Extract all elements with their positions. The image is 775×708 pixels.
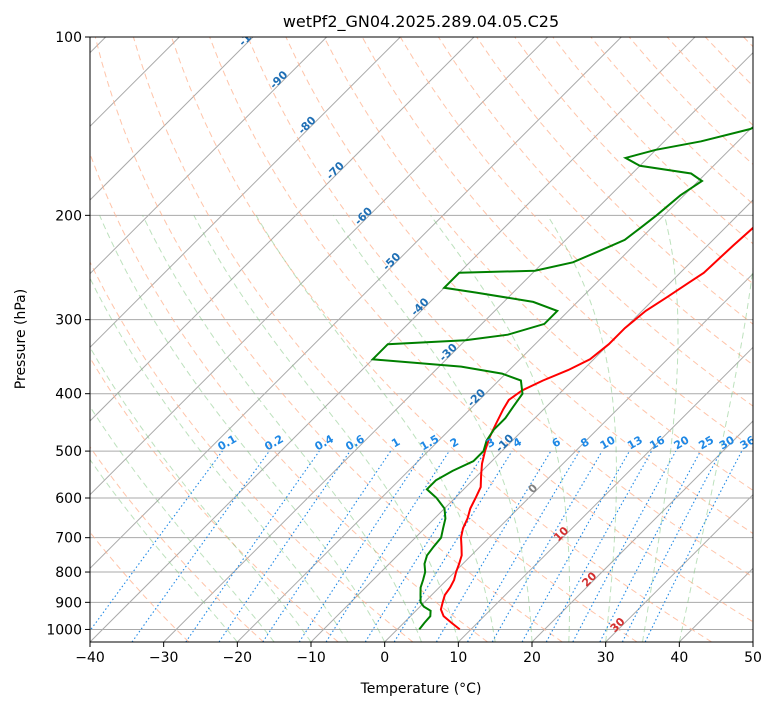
dry-adiabat <box>323 37 753 491</box>
isotherm-line <box>90 37 622 570</box>
chart-title: wetPf2_GN04.2025.289.04.05.C25 <box>283 12 559 32</box>
y-tick-label: 1000 <box>46 622 82 638</box>
warm-isotherm-label: 40 <box>636 660 656 680</box>
mixing-ratio-label: 36 <box>738 433 758 452</box>
y-tick-label: 900 <box>55 595 82 611</box>
dry-adiabat <box>90 356 339 642</box>
isotherm-line <box>752 641 753 642</box>
dry-adiabat <box>90 446 264 642</box>
moist-adiabat <box>547 215 617 642</box>
moist-adiabat <box>678 264 753 642</box>
mixing-ratio-line <box>185 450 320 642</box>
mixing-ratio-line <box>325 450 450 642</box>
mixing-ratio-line <box>298 450 425 642</box>
isotherm-line <box>90 37 254 201</box>
x-tick-label: −40 <box>75 650 105 666</box>
isotherm-label: -100 <box>236 20 265 49</box>
profile-layer <box>370 126 753 631</box>
dry-adiabat <box>285 37 753 535</box>
moist-adiabat <box>332 215 533 642</box>
x-tick-label: −20 <box>223 650 253 666</box>
dry-adiabat <box>476 37 753 325</box>
dry-adiabats-layer <box>90 37 753 642</box>
y-tick-label: 100 <box>55 30 82 46</box>
x-tick-label: 30 <box>597 650 615 666</box>
mixing-ratio-line <box>262 450 392 642</box>
dry-adiabat <box>514 37 753 285</box>
dry-adiabat <box>90 260 414 642</box>
moist-adiabat <box>99 215 386 642</box>
x-tick-label: 10 <box>449 650 467 666</box>
dry-adiabat <box>94 37 563 642</box>
dry-adiabat <box>171 37 712 642</box>
y-tick-label: 400 <box>55 387 82 403</box>
mixing-ratio-line <box>393 450 513 642</box>
isotherm-line <box>90 37 475 422</box>
moist-adiabat <box>430 215 571 642</box>
moist-adiabat <box>90 458 238 642</box>
isotherm-line <box>531 420 753 642</box>
moist-adiabat <box>142 215 422 642</box>
moist-adiabat <box>90 405 275 642</box>
isotherm-line <box>605 493 753 642</box>
moist-adiabat <box>193 215 459 642</box>
y-axis-title: Pressure (hPa) <box>13 289 29 389</box>
mixing-ratio-layer <box>90 450 743 642</box>
moist-adiabat <box>642 215 679 642</box>
dry-adiabat <box>247 37 753 578</box>
isotherm-line <box>384 272 753 642</box>
x-tick-label: 20 <box>523 650 541 666</box>
mixing-ratio-line <box>90 450 223 632</box>
mixing-ratio-line <box>131 450 270 642</box>
mixing-ratio-line <box>521 450 630 642</box>
isotherm-line <box>90 37 549 496</box>
x-tick-label: −30 <box>149 650 179 666</box>
isotherm-line <box>90 37 328 275</box>
x-tick-label: 40 <box>670 650 688 666</box>
temperature-profile-line <box>439 226 753 631</box>
isotherm-line <box>90 37 401 349</box>
x-tick-label: 50 <box>744 650 762 666</box>
dry-adiabat <box>209 37 753 623</box>
y-tick-label: 700 <box>55 531 82 547</box>
mixing-ratio-line <box>572 450 677 642</box>
moist-adiabat <box>90 346 312 642</box>
mixing-ratio-line <box>545 450 653 642</box>
y-tick-label: 200 <box>55 208 82 224</box>
moist-adiabats-layer <box>90 215 753 642</box>
isotherm-line <box>457 346 753 642</box>
y-tick-label: 300 <box>55 313 82 329</box>
x-axis-title: Temperature (°C) <box>360 681 482 697</box>
dry-adiabat <box>132 37 638 642</box>
dewpoint-profile-line <box>370 126 753 631</box>
mixing-ratio-line <box>218 450 351 642</box>
plot-background <box>90 37 753 642</box>
y-tick-label: 600 <box>55 491 82 507</box>
x-tick-label: 0 <box>380 650 389 666</box>
mixing-ratio-line <box>644 450 743 642</box>
isotherm-line <box>236 125 753 642</box>
x-tick-label: −10 <box>296 650 326 666</box>
y-tick-label: 500 <box>55 444 82 460</box>
plot-frame <box>89 36 754 643</box>
axes-layer: −40 −30 −20 −10 0 10 20 30 40 50 100 200 300 400 500 60… <box>46 30 762 666</box>
y-tick-label: 800 <box>55 565 82 581</box>
